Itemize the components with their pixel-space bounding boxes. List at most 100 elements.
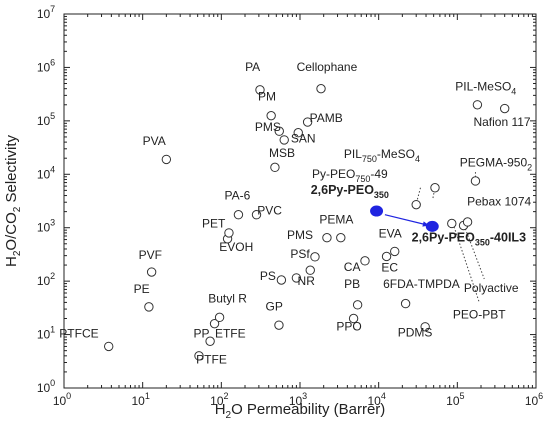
data-point xyxy=(411,199,421,210)
data-point xyxy=(310,252,320,262)
point-label: PA-6 xyxy=(224,188,250,202)
point-label: PEGMA-9502 xyxy=(460,155,532,172)
point-label: Butyl R xyxy=(208,291,247,305)
y-tick-label: 102 xyxy=(37,271,55,288)
x-tick-label: 102 xyxy=(210,391,228,408)
data-point xyxy=(462,217,473,227)
data-point xyxy=(103,341,114,352)
point-label: EC xyxy=(381,261,398,275)
data-point xyxy=(266,110,276,121)
x-tick-label: 103 xyxy=(289,391,307,408)
point-label: PMS xyxy=(287,228,313,242)
data-point xyxy=(305,265,315,275)
data-point xyxy=(336,233,346,243)
axis-titles: H2O Permeability (Barrer) H2O/CO2 Selecti… xyxy=(3,135,385,421)
point-label: PB xyxy=(344,277,360,291)
data-point xyxy=(205,336,215,346)
y-tick-label: 106 xyxy=(37,57,55,74)
data-point xyxy=(214,312,225,323)
data-point xyxy=(194,351,204,361)
y-tick-label: 107 xyxy=(37,4,55,21)
leader-line xyxy=(415,187,421,204)
point-label: PEO-PBT xyxy=(453,307,506,321)
data-point xyxy=(274,126,284,136)
point-label: PE xyxy=(134,282,150,296)
y-tick-label: 105 xyxy=(37,111,55,128)
data-point xyxy=(251,210,262,220)
y-tick-label: 103 xyxy=(37,218,55,235)
data-point xyxy=(255,85,265,95)
data-points xyxy=(103,83,510,361)
point-label: NR xyxy=(298,274,316,288)
data-point xyxy=(322,233,332,243)
data-point xyxy=(224,228,234,238)
point-label: EVOH xyxy=(219,240,253,254)
data-point xyxy=(381,251,392,262)
point-label: PVF xyxy=(139,248,162,262)
point-label: SAN xyxy=(291,132,316,146)
data-point xyxy=(233,210,244,220)
x-tick-label: 106 xyxy=(525,391,543,408)
axes: 100 101 102 103 104 105 106 100 101 102 103 104 105 1… xyxy=(37,4,543,408)
data-point xyxy=(293,128,303,138)
data-point xyxy=(400,298,411,309)
data-point xyxy=(291,273,302,283)
point-label: PS xyxy=(260,269,276,283)
point-label: MSB xyxy=(269,146,295,160)
data-point xyxy=(348,313,359,324)
point-label: PIL750-MeSO4 xyxy=(344,147,420,164)
point-label: ETFE xyxy=(215,327,246,341)
highlight-point xyxy=(370,205,384,217)
x-tick-label: 101 xyxy=(131,391,149,408)
point-label: PA xyxy=(245,60,260,74)
data-point xyxy=(144,302,154,312)
point-label: 6FDA-TMPDA xyxy=(383,277,460,291)
point-label: PEMA xyxy=(319,212,353,226)
point-label: 2,6Py-PEO350-40IL3 xyxy=(412,231,526,248)
y-tick-label: 101 xyxy=(37,325,55,342)
data-point xyxy=(430,183,440,193)
point-label: PET xyxy=(202,217,226,231)
point-label: PP xyxy=(194,327,210,341)
highlight-point xyxy=(425,220,439,232)
data-point xyxy=(360,256,370,266)
data-point xyxy=(352,300,363,310)
data-point xyxy=(420,322,430,332)
point-label: PPO xyxy=(336,319,361,333)
point-label: PSf xyxy=(290,247,310,261)
data-point xyxy=(209,318,220,329)
point-label: PVC xyxy=(257,204,282,218)
leader-line xyxy=(463,225,485,280)
point-label: 2,6Py-PEO350 xyxy=(311,183,389,200)
data-point xyxy=(270,162,280,173)
x-tick-label: 105 xyxy=(446,391,464,408)
y-axis-title: H2O/CO2 Selectivity xyxy=(3,135,23,268)
data-point xyxy=(161,154,172,165)
point-label: PVA xyxy=(143,134,166,148)
data-point xyxy=(499,103,510,114)
point-label: EVA xyxy=(379,227,402,241)
data-point xyxy=(472,100,483,110)
arrow-line xyxy=(384,214,430,227)
data-point xyxy=(274,320,284,330)
data-point xyxy=(302,117,313,127)
data-point xyxy=(316,83,326,94)
point-label: PIL-MeSO4 xyxy=(455,79,516,96)
point-label: PDMS xyxy=(398,325,433,339)
y-tick-label: 100 xyxy=(37,378,55,395)
point-label: Nafion 117 xyxy=(473,115,530,129)
point-label: CA xyxy=(344,260,361,274)
data-point xyxy=(279,135,289,145)
data-point xyxy=(390,246,400,257)
data-point xyxy=(276,275,287,285)
point-label: GP xyxy=(266,300,283,314)
point-label: PM xyxy=(258,90,276,104)
data-point xyxy=(470,176,481,186)
point-labels: PTFCE PE PVF PVA PTFE PP ETFE Butyl R EVOH PET PA-… xyxy=(59,60,532,366)
point-label: PTFCE xyxy=(59,327,98,341)
point-label: Cellophane xyxy=(297,60,358,74)
data-point xyxy=(447,218,457,229)
data-point xyxy=(146,267,157,277)
point-label: Pebax 1074 xyxy=(467,195,531,209)
point-label: PTFE xyxy=(196,352,227,366)
